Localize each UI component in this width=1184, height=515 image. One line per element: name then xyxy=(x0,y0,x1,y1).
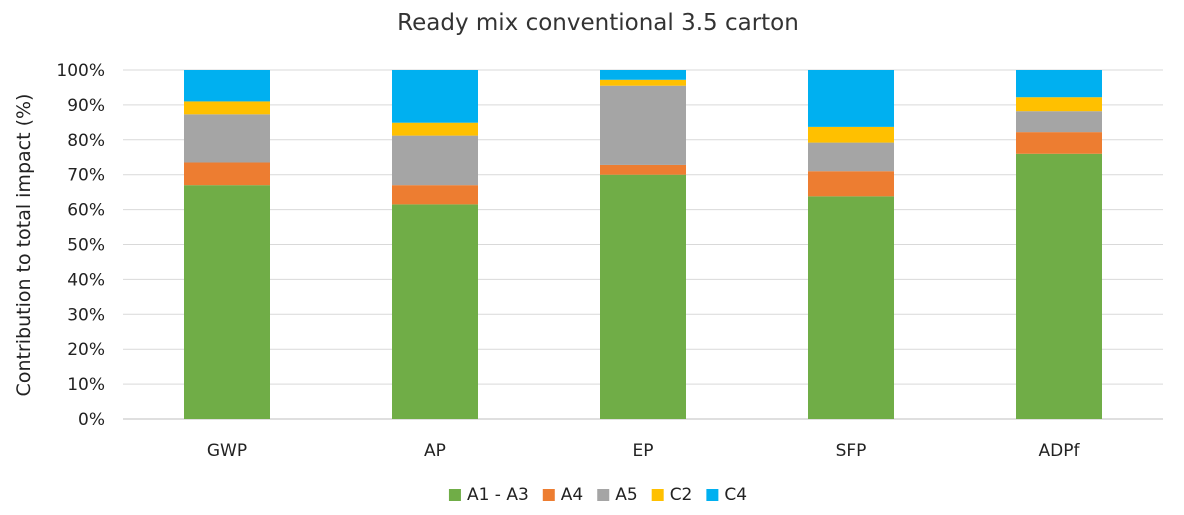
y-tick-label: 10% xyxy=(67,375,105,395)
legend-item: A5 xyxy=(597,485,638,505)
bar-segment xyxy=(392,204,478,419)
bar-segment xyxy=(808,171,894,197)
bar-segment xyxy=(808,70,894,127)
y-tick-label: 80% xyxy=(67,131,105,151)
x-axis-ticks: GWP AP EP SFP ADPf xyxy=(207,441,1081,461)
bar-segment xyxy=(392,122,478,136)
bar-segment xyxy=(808,196,894,419)
legend-item: C4 xyxy=(706,485,747,505)
bar-segment xyxy=(808,142,894,172)
bar-segment xyxy=(392,70,478,123)
bar-segment xyxy=(184,101,270,115)
bar-segment xyxy=(392,185,478,205)
bar-segment xyxy=(1016,132,1102,154)
bar-segment xyxy=(600,85,686,165)
y-tick-label: 60% xyxy=(67,201,105,221)
bar-segment xyxy=(184,114,270,163)
legend-label: C2 xyxy=(670,485,693,505)
x-tick-label: EP xyxy=(633,441,654,461)
bar-segment xyxy=(1016,97,1102,112)
legend-swatch xyxy=(706,489,719,501)
legend-swatch xyxy=(448,489,461,501)
legend-item: C2 xyxy=(651,485,693,505)
legend-item: A1 - A3 xyxy=(448,485,529,505)
y-axis-ticks: 0% 10% 20% 30% 40% 50% 60% 70% 80% 90% 100% xyxy=(56,61,105,430)
bar-stack xyxy=(392,70,478,419)
bars xyxy=(184,70,1102,419)
legend-label: A1 - A3 xyxy=(467,485,529,505)
legend-swatch xyxy=(542,489,555,501)
y-tick-label: 70% xyxy=(67,166,105,186)
bar-segment xyxy=(600,70,686,80)
y-tick-label: 0% xyxy=(78,410,105,430)
legend-item: A4 xyxy=(542,485,583,505)
bar-segment xyxy=(808,126,894,143)
x-tick-label: GWP xyxy=(207,441,247,461)
bar-segment xyxy=(184,70,270,102)
chart-title: Ready mix conventional 3.5 carton xyxy=(397,10,799,36)
bar-stack xyxy=(808,70,894,419)
bar-stack xyxy=(1016,70,1102,419)
y-axis-label: Contribution to total impact (%) xyxy=(13,94,35,397)
legend-label: A4 xyxy=(561,485,583,505)
y-tick-label: 30% xyxy=(67,305,105,325)
bar-segment xyxy=(1016,111,1102,133)
bar-segment xyxy=(600,164,686,175)
legend-label: C4 xyxy=(724,485,747,505)
bar-stack xyxy=(184,70,270,419)
x-tick-label: ADPf xyxy=(1039,441,1081,461)
x-tick-label: SFP xyxy=(836,441,867,461)
legend-swatch xyxy=(597,489,610,501)
bar-segment xyxy=(184,162,270,186)
legend-swatch xyxy=(651,489,664,501)
x-tick-label: AP xyxy=(424,441,446,461)
y-tick-label: 100% xyxy=(56,61,105,81)
y-tick-label: 90% xyxy=(67,96,105,116)
y-tick-label: 50% xyxy=(67,236,105,256)
bar-segment xyxy=(600,79,686,86)
legend: A1 - A3 A4 A5 C2 C4 xyxy=(448,485,747,505)
bar-segment xyxy=(600,174,686,419)
bar-segment xyxy=(1016,70,1102,98)
bar-segment xyxy=(392,135,478,186)
y-tick-label: 20% xyxy=(67,340,105,360)
bar-stack xyxy=(600,70,686,419)
y-tick-label: 40% xyxy=(67,270,105,290)
bar-segment xyxy=(184,185,270,419)
bar-segment xyxy=(1016,153,1102,419)
legend-label: A5 xyxy=(615,485,637,505)
